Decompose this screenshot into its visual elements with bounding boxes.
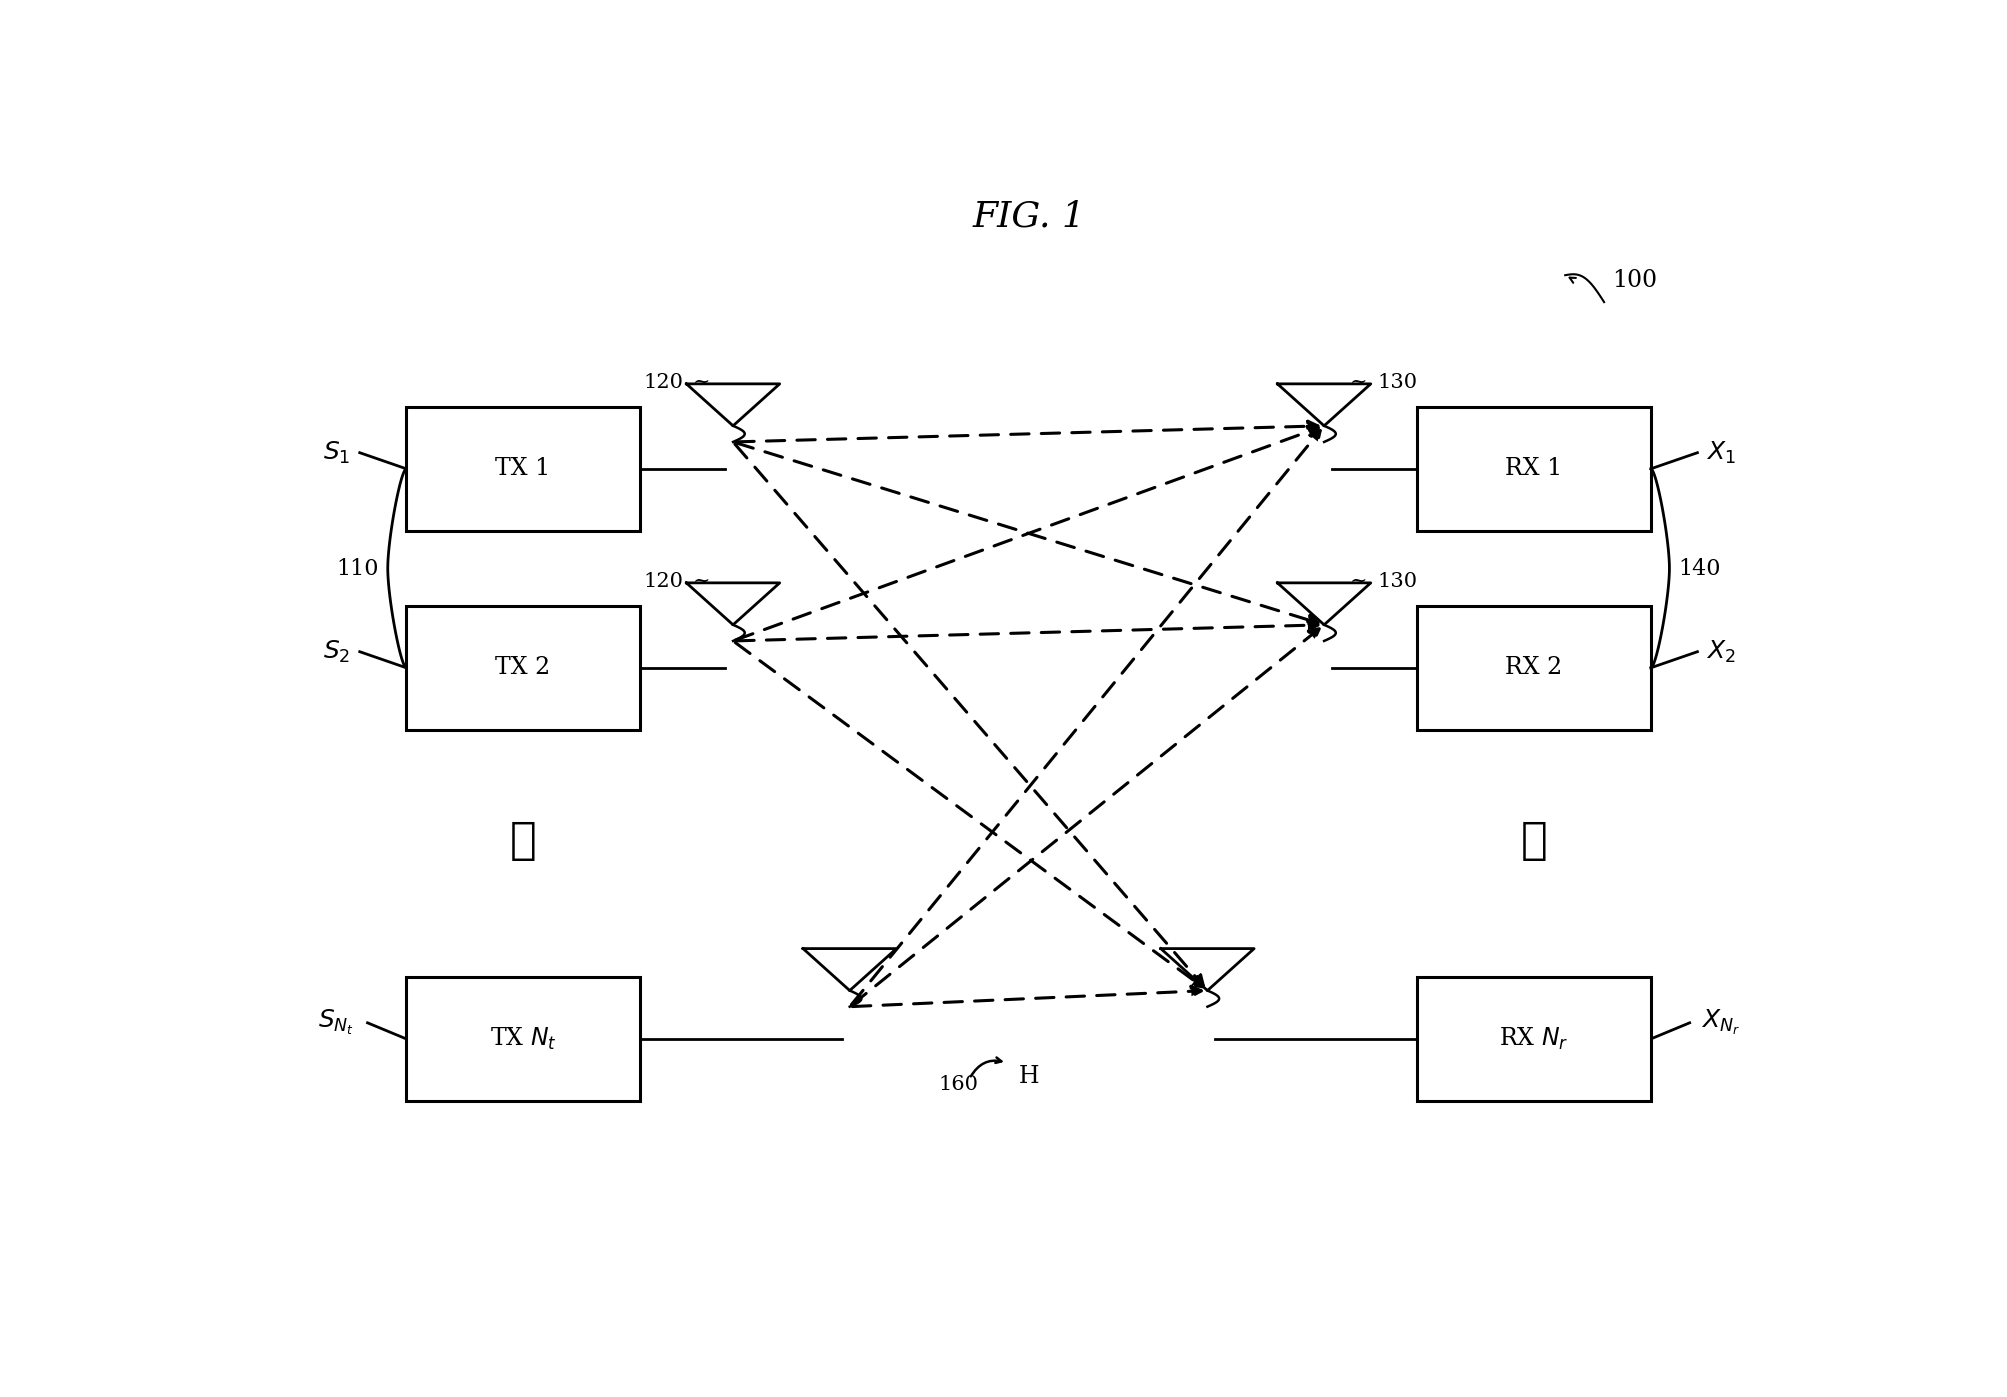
Text: $X_{N_r}$: $X_{N_r}$ [1702,1009,1740,1038]
Text: TX $N_t$: TX $N_t$ [490,1025,556,1052]
Text: ~: ~ [1351,573,1367,591]
Text: 120: 120 [644,573,682,591]
Text: ⋮: ⋮ [1521,819,1547,862]
Text: H: H [1018,1065,1040,1088]
Text: $X_2$: $X_2$ [1706,638,1736,665]
Text: 160: 160 [939,1074,979,1094]
Text: 110: 110 [335,557,379,580]
Bar [405,407,640,531]
Text: RX $N_r$: RX $N_r$ [1499,1025,1569,1052]
Text: 140: 140 [1678,557,1722,580]
Bar [1417,606,1650,729]
Text: ~: ~ [692,373,710,393]
Text: ~: ~ [692,573,710,591]
Text: RX 2: RX 2 [1505,657,1563,679]
Text: 130: 130 [1377,573,1417,591]
Text: $X_1$: $X_1$ [1706,440,1736,465]
Bar [1417,977,1650,1101]
Bar [1417,407,1650,531]
Text: ⋮: ⋮ [510,819,536,862]
Bar [405,977,640,1101]
Text: $S_2$: $S_2$ [323,638,349,665]
Text: $S_{N_t}$: $S_{N_t}$ [319,1009,355,1038]
Text: 120: 120 [644,373,682,393]
Bar [405,606,640,729]
Text: ~: ~ [1351,373,1367,393]
Text: TX 1: TX 1 [496,457,550,481]
Text: 100: 100 [1612,270,1658,292]
Text: FIG. 1: FIG. 1 [971,198,1086,233]
Text: RX 1: RX 1 [1505,457,1563,481]
Text: $S_1$: $S_1$ [323,440,349,465]
Text: TX 2: TX 2 [496,657,550,679]
Text: 130: 130 [1377,373,1417,393]
